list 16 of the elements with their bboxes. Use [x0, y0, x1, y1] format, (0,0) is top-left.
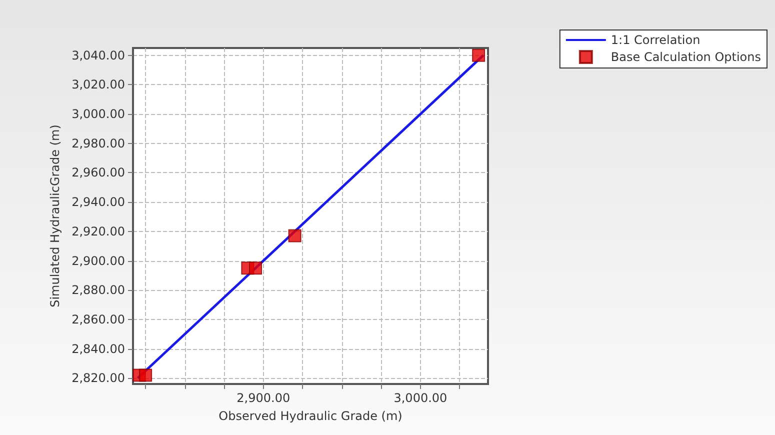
y-tick-label: 2,940.00 [72, 195, 125, 210]
legend-label: 1:1 Correlation [610, 33, 700, 47]
y-tick-label: 2,880.00 [72, 283, 125, 298]
y-tick-label: 3,000.00 [72, 107, 125, 122]
y-tick-label: 3,040.00 [72, 48, 125, 62]
y-tick-label: 2,960.00 [72, 166, 125, 180]
legend-label: Base Calculation Options [610, 50, 761, 64]
y-tick-label: 2,840.00 [72, 342, 125, 356]
y-tick-label: 2,980.00 [72, 136, 125, 150]
x-axis-title: Observed Hydraulic Grade (m) [218, 409, 402, 423]
y-tick-label: 2,900.00 [72, 254, 125, 268]
y-tick-label: 2,820.00 [72, 371, 125, 386]
y-axis-title: Simulated HydraulicGrade (m) [48, 124, 62, 308]
y-tick-label: 2,920.00 [72, 224, 125, 238]
y-tick-label: 2,860.00 [72, 312, 125, 326]
y-tick-label: 3,020.00 [72, 78, 125, 92]
